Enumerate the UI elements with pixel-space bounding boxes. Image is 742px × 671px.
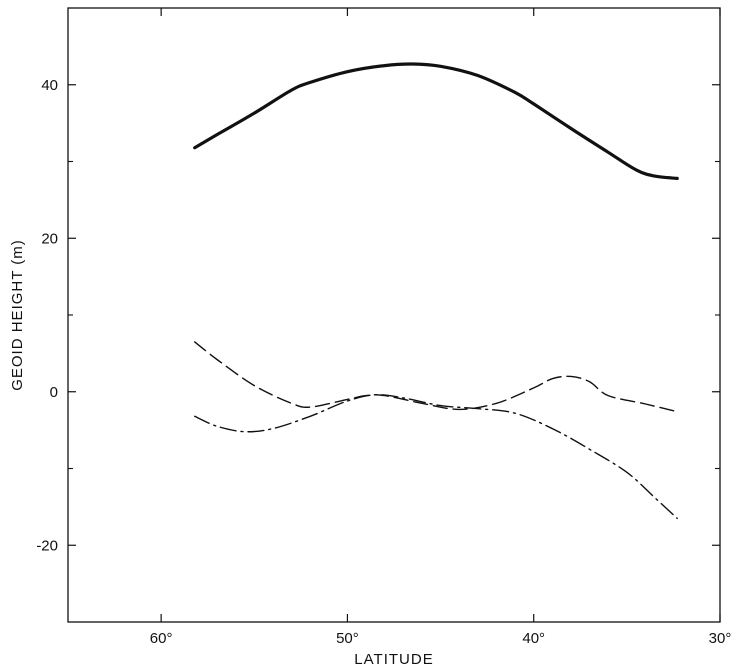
series-layer (193, 62, 679, 520)
x-tick-label: 40° (522, 630, 545, 647)
ticks-layer: 60° 50° 40° 30° 40 20 0 -20 (36, 8, 731, 647)
plot-frame (67, 7, 721, 623)
y-axis-label: GEOID HEIGHT (m) (9, 239, 26, 391)
x-tick-label: 50° (336, 630, 359, 647)
x-axis-label: LATITUDE (354, 651, 433, 668)
series-line-dash-dot (194, 394, 678, 520)
y-tick-label: -20 (36, 537, 58, 554)
y-tick-label: 40 (41, 77, 58, 94)
x-tick-label: 60° (150, 630, 173, 647)
series-line-solid (193, 62, 679, 180)
y-tick-label: 0 (50, 384, 58, 401)
x-tick-label: 30° (709, 630, 732, 647)
series-line-dashed (194, 341, 678, 413)
y-tick-label: 20 (41, 230, 58, 247)
